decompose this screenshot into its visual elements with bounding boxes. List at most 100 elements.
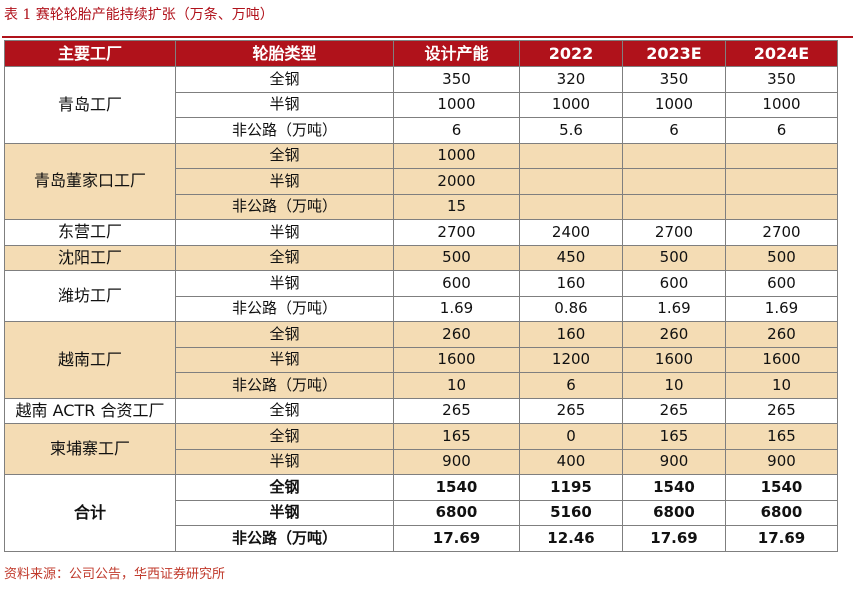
year-2022-cell: 1195 [519,474,623,501]
design-capacity-cell: 6800 [393,499,520,526]
year-2022-cell: 0.86 [519,295,623,322]
design-capacity-cell: 1600 [393,346,520,373]
design-capacity-cell: 6 [393,117,520,144]
year-2023e-cell: 900 [622,448,726,475]
year-2024e-cell: 2700 [725,219,838,246]
factory-name-cell: 青岛工厂 [4,66,176,144]
year-2023e-cell: 600 [622,270,726,297]
year-2022-cell: 320 [519,66,623,93]
design-capacity-cell: 265 [393,397,520,424]
tire-type-cell: 半钢 [175,499,394,526]
year-2022-cell: 0 [519,423,623,450]
year-2023e-cell: 1600 [622,346,726,373]
design-capacity-cell: 1000 [393,91,520,118]
year-2022-cell: 6 [519,372,623,399]
tire-type-cell: 半钢 [175,346,394,373]
table-row: 柬埔寨工厂 全钢 165 0 165 165 [4,423,838,475]
year-2022-cell [519,168,623,195]
year-2023e-cell: 500 [622,244,726,271]
table-row: 潍坊工厂 半钢 600 160 600 600 [4,270,838,322]
tire-type-cell: 全钢 [175,244,394,271]
year-2023e-cell: 17.69 [622,525,726,552]
table-row: 非公路（万吨） 15 [5,193,838,220]
tire-type-cell: 半钢 [175,91,394,118]
factory-name-cell: 越南工厂 [4,321,176,399]
year-2022-cell: 265 [519,397,623,424]
tire-type-cell: 半钢 [175,168,394,195]
factory-name-cell: 越南 ACTR 合资工厂 [4,397,176,424]
year-2024e-cell: 1.69 [725,295,838,322]
year-2022-cell: 160 [519,321,623,348]
year-2022-cell: 2400 [519,219,623,246]
design-capacity-cell: 1000 [393,142,520,169]
factory-name-cell: 潍坊工厂 [4,270,176,322]
design-capacity-cell: 260 [393,321,520,348]
tire-type-cell: 非公路（万吨） [175,295,394,322]
tire-type-cell: 全钢 [175,474,394,501]
header-2024e: 2024E [725,40,838,67]
year-2023e-cell: 10 [622,372,726,399]
tire-type-cell: 半钢 [175,219,394,246]
tire-type-cell: 半钢 [175,448,394,475]
year-2023e-cell: 260 [622,321,726,348]
design-capacity-cell: 2700 [393,219,520,246]
year-2024e-cell [725,168,838,195]
design-capacity-cell: 15 [393,193,520,220]
year-2023e-cell: 1.69 [622,295,726,322]
header-factory: 主要工厂 [4,40,176,67]
year-2022-cell: 1000 [519,91,623,118]
year-2024e-cell: 350 [725,66,838,93]
year-2024e-cell: 6800 [725,499,838,526]
year-2024e-cell: 500 [725,244,838,271]
year-2023e-cell: 6800 [622,499,726,526]
year-2023e-cell: 265 [622,397,726,424]
table-row: 半钢 1000 1000 1000 1000 [5,91,838,118]
header-design-capacity: 设计产能 [393,40,520,67]
year-2024e-cell: 1600 [725,346,838,373]
header-row: 主要工厂 轮胎类型 设计产能 2022 2023E 2024E [4,40,838,67]
year-2024e-cell: 900 [725,448,838,475]
year-2022-cell: 160 [519,270,623,297]
title-rule [2,36,853,38]
year-2023e-cell [622,142,726,169]
source-note: 资料来源：公司公告，华西证券研究所 [4,567,226,582]
year-2023e-cell: 2700 [622,219,726,246]
year-2024e-cell [725,142,838,169]
year-2022-cell: 12.46 [519,525,623,552]
table-body: 青岛工厂 全钢 350 320 350 350 半钢 1000 1000 1000 1000 非公路（… [4,66,838,552]
tire-type-cell: 全钢 [175,142,394,169]
tire-type-cell: 非公路（万吨） [175,372,394,399]
table-title: 表 1 赛轮轮胎产能持续扩张（万条、万吨） [4,7,274,23]
design-capacity-cell: 17.69 [393,525,520,552]
tire-type-cell: 非公路（万吨） [175,193,394,220]
year-2024e-cell: 1000 [725,91,838,118]
year-2024e-cell: 600 [725,270,838,297]
year-2023e-cell: 1000 [622,91,726,118]
year-2024e-cell: 6 [725,117,838,144]
table-row: 半钢 900 400 900 900 [5,448,838,475]
table-row: 东营工厂 半钢 2700 2400 2700 2700 [4,219,838,246]
table-row: 非公路（万吨） 10 6 10 10 [5,372,838,399]
tire-type-cell: 全钢 [175,321,394,348]
factory-name-cell: 沈阳工厂 [4,244,176,271]
design-capacity-cell: 2000 [393,168,520,195]
year-2024e-cell: 1540 [725,474,838,501]
total-label-cell: 合计 [4,474,176,552]
year-2022-cell [519,193,623,220]
year-2024e-cell: 10 [725,372,838,399]
year-2023e-cell [622,193,726,220]
factory-name-cell: 青岛董家口工厂 [4,142,176,220]
table-row: 青岛董家口工厂 全钢 1000 [4,142,838,220]
year-2022-cell: 1200 [519,346,623,373]
year-2023e-cell: 350 [622,66,726,93]
total-row: 非公路（万吨） 17.69 12.46 17.69 17.69 [5,525,838,552]
table-row: 越南工厂 全钢 260 160 260 260 [4,321,838,399]
year-2023e-cell [622,168,726,195]
factory-name-cell: 柬埔寨工厂 [4,423,176,475]
tire-type-cell: 全钢 [175,66,394,93]
factory-name-cell: 东营工厂 [4,219,176,246]
year-2024e-cell: 265 [725,397,838,424]
table-row: 沈阳工厂 全钢 500 450 500 500 [4,244,838,271]
design-capacity-cell: 500 [393,244,520,271]
design-capacity-cell: 1540 [393,474,520,501]
